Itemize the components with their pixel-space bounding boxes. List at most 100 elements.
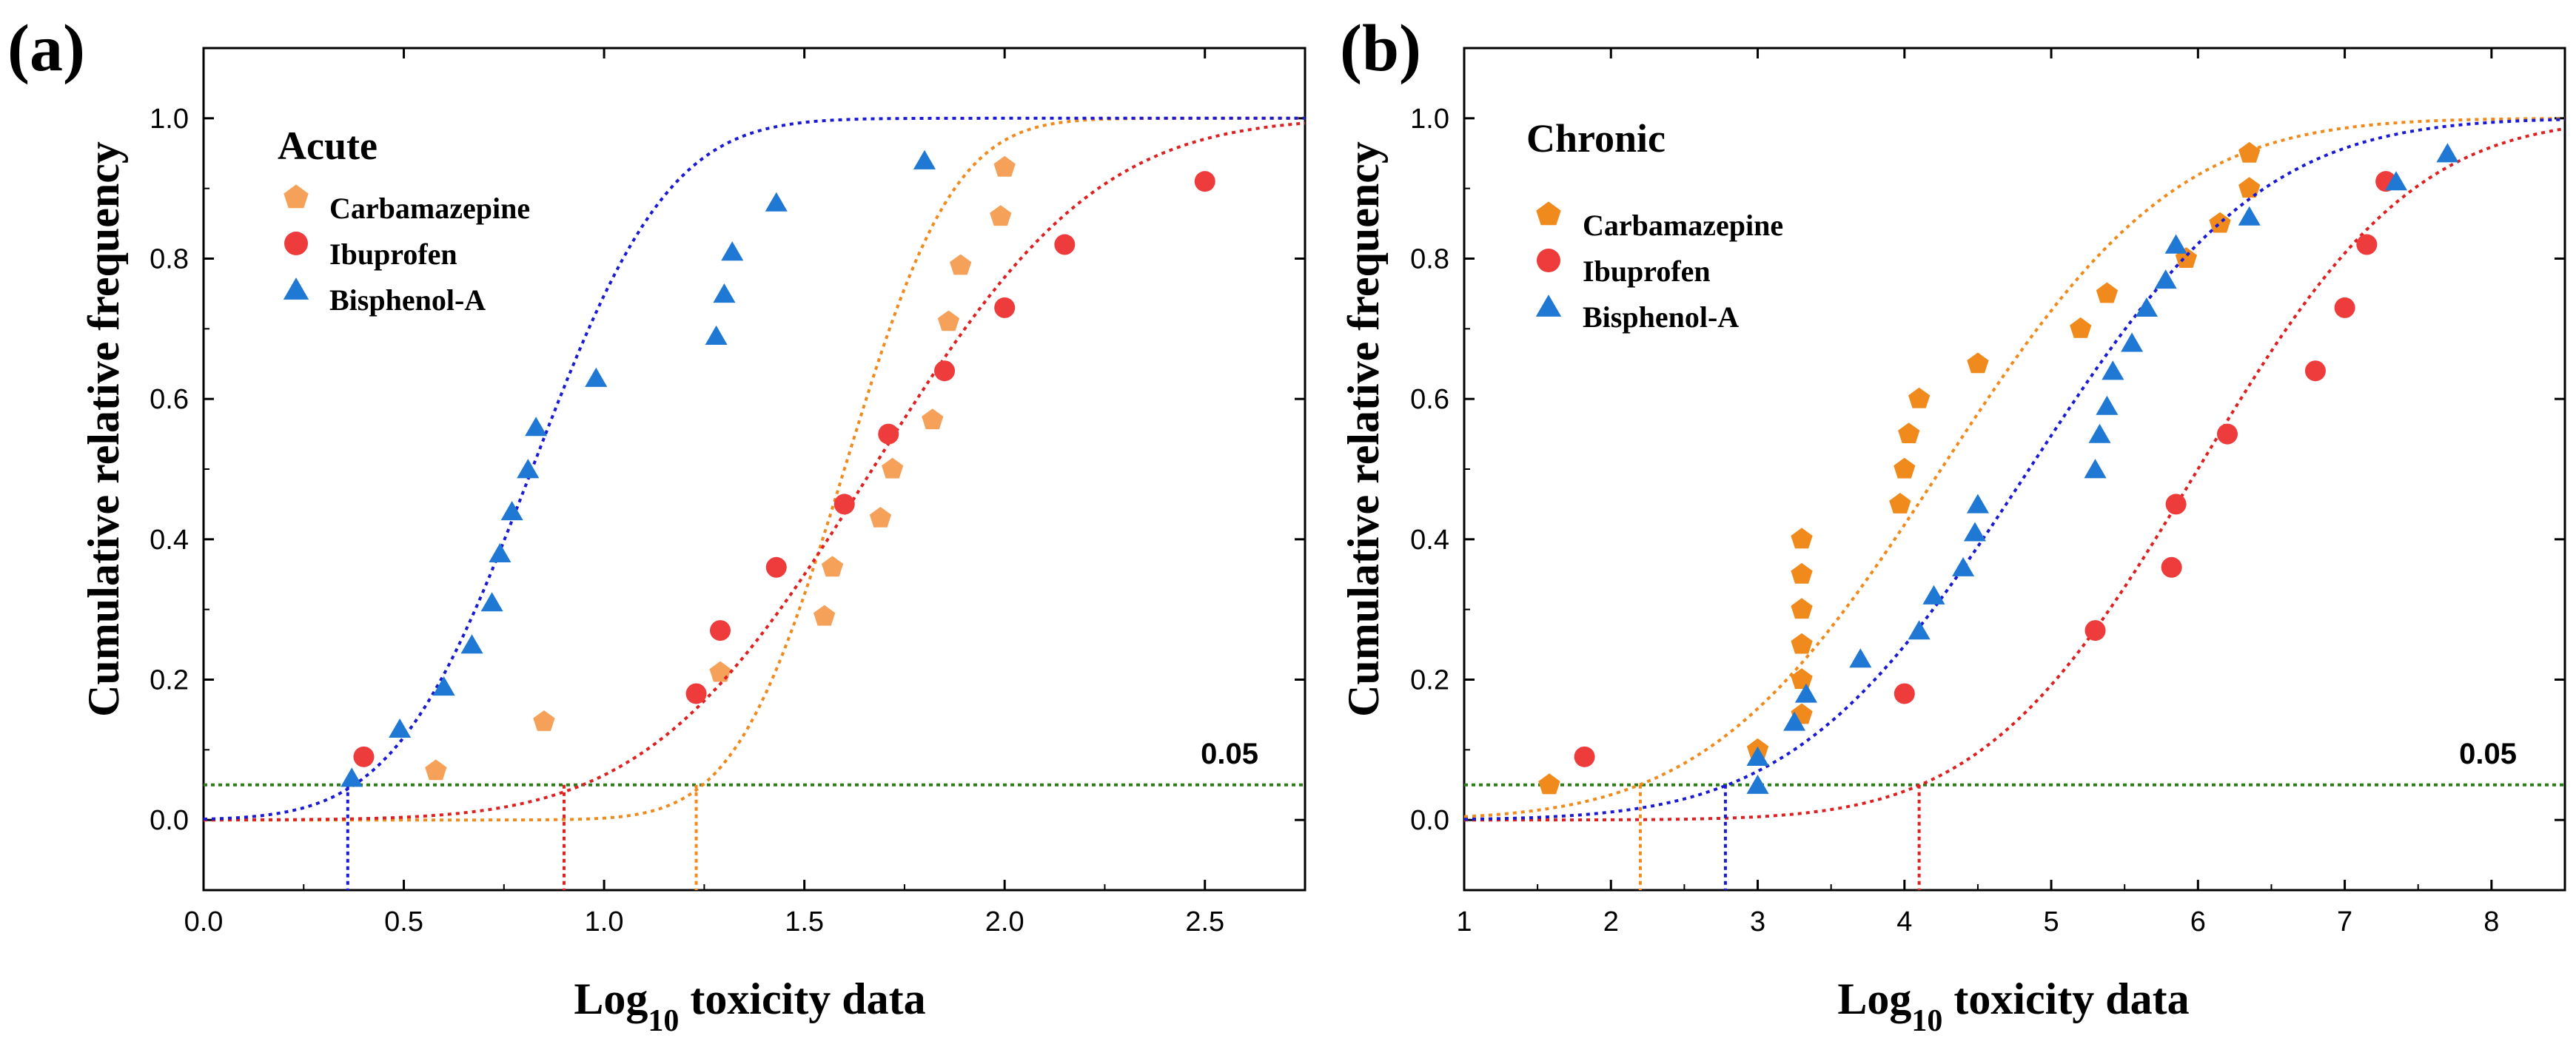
data-point-a-ibuprofen xyxy=(878,423,899,445)
data-point-a-carbamazepine xyxy=(709,661,731,682)
data-point-a-ibuprofen xyxy=(1194,171,1215,192)
x-tick-label-a: 2.5 xyxy=(1185,906,1224,937)
fit-curve-b-ibuprofen xyxy=(1464,127,2566,822)
data-point-b-ibuprofen xyxy=(2216,423,2238,445)
data-point-a-bisphenol-a xyxy=(525,417,548,437)
legend-title-chronic: Chronic xyxy=(1526,116,1666,161)
data-point-b-bisphenol-a xyxy=(2096,395,2119,415)
x-axis-title-b-suffix: toxicity data xyxy=(1942,974,2189,1023)
data-point-b-bisphenol-a xyxy=(2135,297,2158,317)
y-tick-label-a: 0.2 xyxy=(150,665,189,696)
legend-marker-b-carbamazepine xyxy=(1536,201,1561,226)
y-tick-label-a: 0.4 xyxy=(150,525,189,556)
data-point-b-ibuprofen xyxy=(2304,360,2326,382)
legend-label-b-ibuprofen: Ibuprofen xyxy=(1583,255,1711,288)
data-point-b-bisphenol-a xyxy=(1783,711,1806,731)
data-point-b-ibuprofen xyxy=(2356,234,2378,255)
data-point-a-carbamazepine xyxy=(993,155,1016,177)
data-point-a-bisphenol-a xyxy=(480,592,503,612)
data-point-b-ibuprofen xyxy=(2334,297,2355,318)
legend-marker-b-ibuprofen xyxy=(1537,249,1560,272)
data-point-b-carbamazepine xyxy=(1898,422,1920,443)
legend-label-b-bisphenol: Bisphenol-A xyxy=(1583,300,1739,334)
data-point-b-carbamazepine xyxy=(1791,528,1813,549)
data-point-a-bisphenol-a xyxy=(517,459,540,479)
x-tick-label-b: 7 xyxy=(2337,906,2352,937)
x-tick-label-a: 0.5 xyxy=(384,906,423,937)
data-point-b-bisphenol-a xyxy=(2121,332,2144,352)
y-tick-label-a: 0.6 xyxy=(150,384,189,415)
data-point-b-carbamazepine xyxy=(2070,317,2092,338)
data-point-a-carbamazepine xyxy=(882,457,904,479)
x-axis-title-b: Log10 toxicity data xyxy=(1837,974,2189,1038)
data-point-b-ibuprofen xyxy=(2165,494,2187,515)
x-tick-label-b: 4 xyxy=(1896,906,1912,937)
data-point-a-bisphenol-a xyxy=(765,192,788,212)
data-point-b-bisphenol-a xyxy=(2084,459,2107,479)
data-point-b-bisphenol-a xyxy=(1908,620,1931,640)
x-tick-label-b: 5 xyxy=(2043,906,2059,937)
x-tick-label-a: 2.0 xyxy=(985,906,1024,937)
plot-frame-b xyxy=(1463,47,2566,892)
data-point-b-carbamazepine xyxy=(1791,562,1813,584)
data-point-a-bisphenol-a xyxy=(500,501,523,521)
data-point-a-carbamazepine xyxy=(533,710,555,731)
data-point-b-bisphenol-a xyxy=(2164,234,2187,254)
data-point-b-carbamazepine xyxy=(1967,352,1989,374)
legend-marker-a-bisphenol-a xyxy=(283,277,309,300)
legend-marker-a-ibuprofen xyxy=(284,232,308,255)
data-point-b-bisphenol-a xyxy=(1746,746,1769,766)
y-tick-label-b: 0.2 xyxy=(1410,665,1449,696)
x-tick-label-a: 0.0 xyxy=(184,906,224,937)
y-axis-title-b: Cumulative relative frequency xyxy=(1339,141,1388,717)
x-axis-title-b-prefix: Log xyxy=(1837,974,1911,1023)
data-point-b-carbamazepine xyxy=(1894,457,1916,479)
x-axis-title-a-suffix: toxicity data xyxy=(679,974,925,1023)
data-point-a-carbamazepine xyxy=(950,254,972,275)
panel-label-a: (a) xyxy=(7,12,85,85)
y-tick-label-a: 0.8 xyxy=(150,244,189,275)
data-point-a-carbamazepine xyxy=(937,310,960,331)
legend-label-b-carbamazepine: Carbamazepine xyxy=(1583,209,1783,242)
x-axis-title-b-sub: 10 xyxy=(1911,1004,1942,1038)
x-tick-label-b: 2 xyxy=(1603,906,1619,937)
data-point-b-bisphenol-a xyxy=(1963,522,1986,542)
data-point-a-ibuprofen xyxy=(934,360,956,382)
data-point-a-bisphenol-a xyxy=(913,149,936,169)
data-point-b-ibuprofen xyxy=(1894,683,1915,704)
data-point-b-carbamazepine xyxy=(2209,212,2231,233)
data-point-a-carbamazepine xyxy=(922,408,944,430)
data-point-b-bisphenol-a xyxy=(1794,683,1817,703)
data-point-a-ibuprofen xyxy=(765,556,787,578)
data-point-a-bisphenol-a xyxy=(713,283,736,303)
y-tick-label-b: 1.0 xyxy=(1410,104,1449,135)
data-point-b-bisphenol-a xyxy=(2238,206,2261,226)
data-point-b-bisphenol-a xyxy=(2102,360,2124,380)
data-point-b-carbamazepine xyxy=(2238,177,2261,198)
data-point-a-carbamazepine xyxy=(425,759,447,781)
data-point-b-ibuprofen xyxy=(2084,620,2106,642)
data-point-a-ibuprofen xyxy=(833,494,855,515)
panel-b: (b) Chronic Cumulative relative frequenc… xyxy=(1339,12,2566,1038)
legend-label-a-carbamazepine: Carbamazepine xyxy=(329,192,530,225)
x-tick-label-b: 1 xyxy=(1456,906,1472,937)
data-point-a-carbamazepine xyxy=(814,605,836,626)
data-point-a-bisphenol-a xyxy=(705,325,728,345)
y-tick-label-a: 0.0 xyxy=(150,805,189,836)
data-point-b-carbamazepine xyxy=(2096,282,2119,303)
x-axis-title-a: Log10 toxicity data xyxy=(574,974,925,1038)
panel-a: (a) Acute Cumulative relative frequency … xyxy=(7,12,1307,1038)
x-tick-label-a: 1.5 xyxy=(785,906,824,937)
y-tick-label-b: 0.4 xyxy=(1410,525,1449,556)
data-point-b-carbamazepine xyxy=(1538,773,1560,795)
data-point-b-bisphenol-a xyxy=(2436,143,2459,163)
data-point-b-carbamazepine xyxy=(1791,633,1813,654)
data-point-b-carbamazepine xyxy=(1908,387,1931,408)
data-point-a-ibuprofen xyxy=(685,683,707,704)
data-point-b-bisphenol-a xyxy=(1849,648,1872,668)
fit-curve-b-bisphenol-a xyxy=(1463,118,2566,821)
threshold-label-a: 0.05 xyxy=(1201,738,1258,770)
data-point-a-ibuprofen xyxy=(1054,234,1076,255)
data-point-a-ibuprofen xyxy=(994,297,1016,318)
